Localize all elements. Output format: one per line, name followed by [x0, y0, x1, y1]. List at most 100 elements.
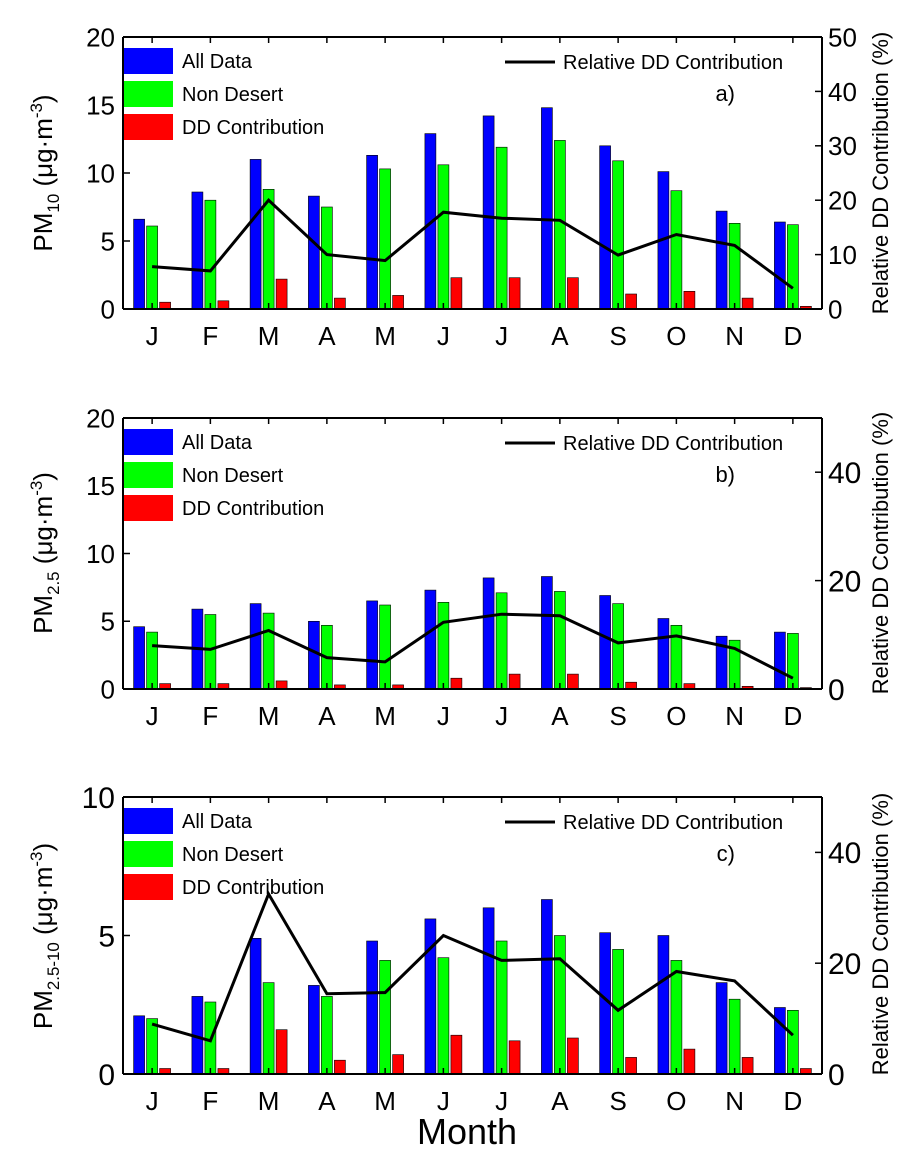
- y-tick-label: 10: [82, 782, 115, 815]
- bar-dd: [683, 1048, 696, 1075]
- bar-dd: [508, 1040, 521, 1075]
- x-tick-label: F: [202, 701, 218, 731]
- bar-all: [599, 595, 611, 690]
- bar-non: [554, 591, 566, 690]
- y2-axis-label: Relative DD Contribution (%): [868, 793, 893, 1075]
- legend-label-dd: DD Contribution: [182, 877, 324, 899]
- y-tick-label: 5: [101, 226, 115, 256]
- x-tick-label: N: [725, 321, 744, 351]
- bar-all: [541, 899, 553, 1075]
- bar-non: [612, 603, 624, 690]
- bar-non: [670, 190, 683, 310]
- bar-non: [787, 224, 799, 310]
- x-tick-label: A: [551, 701, 569, 731]
- x-axis-label: Month: [417, 1111, 517, 1152]
- panel-a: 0 5 10 15 20 0 10 20 30 40 50 J F M A M J J A S O N D PM10 (μg·…: [27, 22, 893, 351]
- x-tick-label: A: [318, 321, 336, 351]
- x-tick-label: S: [609, 1086, 626, 1116]
- y-axis-label: PM2.5 (μg·m-3): [27, 472, 63, 634]
- x-tick-label: D: [783, 1086, 802, 1116]
- legend-label-dd: DD Contribution: [182, 117, 324, 139]
- x-tick-label: F: [202, 321, 218, 351]
- y2-tick-label: 40: [828, 837, 861, 870]
- y-tick-label: 0: [101, 294, 115, 324]
- x-tick-label: J: [146, 1086, 159, 1116]
- bar-non: [379, 960, 391, 1075]
- bar-all: [366, 155, 378, 310]
- bar-dd: [275, 278, 288, 310]
- bar-dd: [741, 297, 754, 310]
- bar-non: [204, 199, 217, 310]
- bar-all: [133, 1015, 145, 1075]
- legend-label-dd: DD Contribution: [182, 498, 324, 520]
- y-tick-label: 0: [101, 674, 115, 704]
- x-tick-label: D: [783, 321, 802, 351]
- x-tick-label: O: [666, 701, 686, 731]
- legend-label-rel: Relative DD Contribution: [563, 52, 783, 74]
- bar-all: [308, 985, 320, 1075]
- bar-all: [541, 576, 553, 690]
- legend-label-non: Non Desert: [182, 465, 284, 487]
- bar-dd: [392, 295, 404, 310]
- bar-non: [554, 935, 566, 1075]
- legend-label-all: All Data: [182, 432, 253, 454]
- legend-swatch-all: [124, 808, 173, 834]
- x-tick-label: D: [783, 701, 802, 731]
- legend-label-all: All Data: [182, 51, 253, 73]
- bar-dd: [217, 300, 230, 310]
- y2-tick-label: 20: [828, 186, 857, 216]
- relative-dd-line: [152, 612, 794, 680]
- bar-all: [482, 577, 495, 690]
- y-tick-label: 15: [86, 90, 115, 120]
- bar-dd: [450, 1034, 463, 1075]
- legend-swatch-non: [124, 81, 173, 107]
- x-tick-label: F: [202, 1086, 218, 1116]
- y2-tick-label: 20: [828, 565, 861, 598]
- legend-swatch-non: [124, 841, 173, 867]
- bar-dd: [392, 1054, 404, 1075]
- x-tick-label: J: [146, 321, 159, 351]
- legend-label-all: All Data: [182, 811, 253, 833]
- bar-dd: [275, 1029, 288, 1075]
- panel-c: 0 5 10 0 20 40 J F M A M J J A S O N D PM2.5-10 (μg·m-3) Re…: [27, 782, 893, 1116]
- legend-label-rel: Relative DD Contribution: [563, 812, 783, 834]
- y2-tick-label: 20: [828, 948, 861, 981]
- relative-dd-line: [151, 890, 794, 1043]
- y-tick-label: 20: [86, 403, 115, 433]
- y-tick-label: 0: [98, 1059, 115, 1092]
- bar-all: [774, 631, 786, 690]
- bar-all: [308, 195, 320, 310]
- x-tick-label: M: [374, 701, 396, 731]
- bar-dd: [567, 1037, 579, 1075]
- bar-non: [787, 633, 799, 690]
- bar-non: [612, 160, 624, 310]
- bar-non: [379, 168, 391, 310]
- bar-all: [774, 221, 786, 310]
- bar-all: [366, 600, 378, 690]
- panel-label: c): [717, 841, 735, 866]
- bar-non: [379, 604, 391, 690]
- y-axis-label: PM2.5-10 (μg·m-3): [27, 843, 63, 1029]
- bar-dd: [567, 277, 579, 310]
- bar-non: [146, 631, 158, 690]
- relative-dd-line: [151, 198, 794, 290]
- x-tick-label: S: [609, 321, 626, 351]
- x-tick-label: M: [374, 1086, 396, 1116]
- bar-all: [599, 145, 611, 310]
- bar-dd: [625, 681, 637, 690]
- legend-label-non: Non Desert: [182, 84, 284, 106]
- legend-swatch-dd: [124, 114, 173, 140]
- bar-dd: [625, 1057, 637, 1075]
- legend-swatch-dd: [124, 874, 173, 900]
- panel-b: 0 5 10 15 20 0 20 40 J F M A M J J A S O N D PM2.5 (μg·m-3) R…: [27, 403, 893, 731]
- panel-label: a): [715, 81, 735, 106]
- x-tick-label: A: [318, 1086, 336, 1116]
- y-tick-label: 10: [86, 158, 115, 188]
- y-axis-label: PM10 (μg·m-3): [27, 94, 63, 251]
- bar-all: [249, 937, 262, 1075]
- bar-dd: [625, 293, 637, 310]
- x-tick-label: N: [725, 1086, 744, 1116]
- y2-tick-label: 10: [828, 240, 857, 270]
- x-tick-label: S: [609, 701, 626, 731]
